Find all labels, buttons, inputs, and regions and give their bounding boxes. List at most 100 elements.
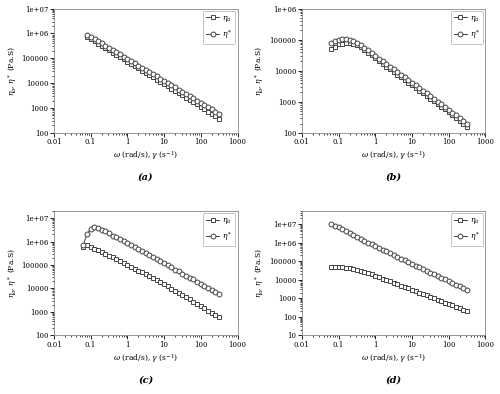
$\eta_a$ (176, 91, 182, 95)
$\eta^*$ (158, 259, 164, 264)
$\eta_a$ (361, 269, 367, 274)
$\eta^*$ (98, 227, 104, 232)
$\eta_a$ (124, 59, 130, 64)
$\eta^*$ (161, 78, 167, 83)
$\eta^*$ (110, 48, 116, 52)
$\eta_a$ (92, 246, 98, 251)
$\eta^*$ (442, 277, 448, 282)
$\eta^*$ (358, 236, 364, 241)
$\eta^*$ (442, 105, 448, 110)
$\eta_a$ (446, 110, 452, 115)
$\eta^*$ (350, 233, 356, 238)
$\eta^*$ (198, 281, 204, 286)
$\eta_a$ (438, 104, 444, 109)
X-axis label: $\omega$ (rad/s), $\gamma$ (s$^{-1}$): $\omega$ (rad/s), $\gamma$ (s$^{-1}$) (361, 149, 426, 162)
$\eta_a$ (332, 44, 338, 49)
Line: $\eta^*$: $\eta^*$ (328, 37, 470, 126)
$\eta^*$ (450, 281, 456, 285)
$\eta^*$ (146, 70, 152, 74)
$\eta_a$ (339, 41, 345, 46)
$\eta_a$ (350, 41, 356, 46)
$\eta^*$ (120, 54, 126, 59)
$\eta_a$ (424, 93, 430, 98)
$\eta_a$ (372, 273, 378, 278)
$\eta^*$ (194, 98, 200, 103)
$\eta_a$ (216, 117, 222, 122)
$\eta^*$ (212, 290, 218, 294)
$\eta_a$ (446, 301, 452, 306)
$\eta_a$ (180, 293, 186, 297)
$\eta^*$ (136, 247, 141, 252)
$\eta_a$ (332, 264, 338, 269)
$\eta_a$ (80, 244, 86, 249)
$\eta^*$ (343, 229, 349, 234)
$\eta_a$ (209, 311, 215, 316)
$\eta^*$ (460, 286, 466, 290)
$\eta^*$ (198, 100, 204, 105)
$\eta_a$ (150, 75, 156, 80)
$\eta^*$ (453, 113, 459, 118)
$\eta^*$ (205, 105, 211, 110)
$\eta_a$ (442, 300, 448, 305)
$\eta^*$ (328, 221, 334, 226)
$\eta_a$ (172, 89, 178, 93)
$\eta^*$ (114, 235, 119, 240)
$\eta^*$ (114, 50, 119, 55)
Line: $\eta^*$: $\eta^*$ (328, 221, 470, 292)
$\eta_a$ (106, 48, 112, 53)
$\eta_a$ (464, 125, 470, 130)
$\eta^*$ (187, 275, 193, 280)
$\eta_a$ (136, 268, 141, 273)
$\eta^*$ (416, 86, 422, 91)
$\eta_a$ (142, 71, 148, 75)
$\eta^*$ (165, 263, 171, 268)
Y-axis label: $\eta_a$, $\eta^*$ (Pa.S): $\eta_a$, $\eta^*$ (Pa.S) (6, 46, 18, 96)
$\eta^*$ (431, 272, 437, 277)
$\eta^*$ (460, 119, 466, 124)
$\eta_a$ (139, 270, 145, 275)
$\eta_a$ (190, 100, 196, 105)
$\eta^*$ (190, 277, 196, 282)
$\eta_a$ (380, 276, 386, 281)
$\eta^*$ (354, 234, 360, 239)
$\eta^*$ (88, 34, 94, 39)
Line: $\eta^*$: $\eta^*$ (81, 225, 222, 296)
$\eta_a$ (142, 272, 148, 277)
$\eta_a$ (361, 48, 367, 52)
$\eta_a$ (158, 280, 164, 285)
$\eta_a$ (409, 83, 415, 87)
$\eta_a$ (117, 55, 123, 59)
$\eta_a$ (394, 72, 400, 77)
$\eta_a$ (368, 272, 374, 277)
$\eta_a$ (346, 266, 352, 270)
$\eta_a$ (343, 41, 349, 45)
$\eta_a$ (358, 45, 364, 50)
$\eta_a$ (154, 278, 160, 283)
$\eta_a$ (368, 53, 374, 58)
$\eta^*$ (361, 45, 367, 50)
$\eta^*$ (438, 102, 444, 107)
$\eta^*$ (453, 282, 459, 287)
$\eta_a$ (336, 42, 342, 47)
Text: (d): (d) (386, 375, 402, 384)
$\eta_a$ (424, 293, 430, 298)
$\eta^*$ (380, 59, 386, 64)
$\eta_a$ (390, 70, 396, 74)
$\eta^*$ (158, 76, 164, 81)
$\eta_a$ (194, 301, 200, 306)
$\eta_a$ (98, 249, 104, 254)
$\eta^*$ (394, 255, 400, 259)
$\eta_a$ (387, 67, 393, 72)
$\eta_a$ (205, 309, 211, 313)
$\eta_a$ (165, 284, 171, 289)
$\eta^*$ (387, 251, 393, 256)
$\eta_a$ (146, 274, 152, 279)
$\eta_a$ (154, 77, 160, 82)
$\eta_a$ (198, 105, 204, 110)
X-axis label: $\omega$ (rad/s), $\gamma$ (s$^{-1}$): $\omega$ (rad/s), $\gamma$ (s$^{-1}$) (113, 149, 178, 162)
$\eta_a$ (365, 271, 371, 276)
$\eta^*$ (416, 265, 422, 270)
$\eta^*$ (434, 99, 440, 104)
$\eta_a$ (358, 268, 364, 273)
$\eta^*$ (398, 256, 404, 261)
